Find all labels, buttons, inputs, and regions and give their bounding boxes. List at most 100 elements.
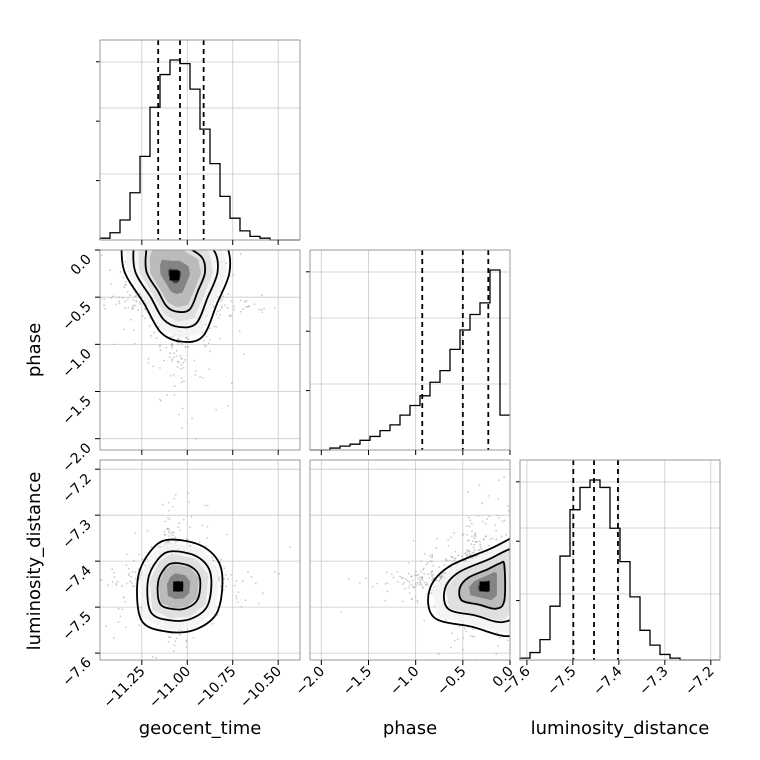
- scatter-point: [454, 550, 457, 553]
- scatter-point: [253, 303, 256, 305]
- scatter-point: [441, 575, 444, 577]
- scatter-point: [447, 538, 450, 541]
- scatter-point: [139, 301, 141, 304]
- histogram-phase: [306, 249, 511, 451]
- scatter-point: [392, 576, 395, 579]
- scatter-point: [146, 558, 149, 561]
- scatter-point: [220, 300, 222, 303]
- scatter-point: [260, 294, 263, 297]
- scatter-point: [124, 260, 127, 263]
- scatter-point: [106, 584, 109, 587]
- scatter-point: [144, 307, 146, 310]
- scatter-point: [230, 315, 233, 317]
- scatter-point: [426, 584, 429, 586]
- scatter-point: [212, 559, 215, 562]
- scatter-point: [170, 336, 173, 339]
- scatter-point: [469, 634, 472, 637]
- scatter-point: [417, 577, 420, 580]
- scatter-point: [234, 584, 236, 587]
- scatter-point: [170, 343, 173, 346]
- scatter-point: [371, 585, 374, 588]
- scatter-point: [240, 606, 243, 608]
- scatter-point: [125, 283, 128, 286]
- scatter-point: [431, 575, 433, 577]
- scatter-point: [184, 359, 186, 361]
- scatter-point: [171, 358, 174, 361]
- scatter-point: [180, 629, 183, 632]
- scatter-panel-luminosity_distance-vs-phase: [309, 459, 511, 661]
- scatter-point: [414, 596, 417, 598]
- scatter-point: [494, 524, 497, 526]
- scatter-point: [421, 576, 423, 578]
- scatter-point: [191, 417, 194, 420]
- scatter-point: [141, 558, 144, 561]
- scatter-point: [432, 573, 435, 576]
- scatter-point: [134, 342, 136, 345]
- scatter-point: [498, 479, 500, 481]
- scatter-point: [431, 560, 433, 563]
- scatter-point: [137, 568, 140, 571]
- scatter-point: [110, 283, 112, 285]
- scatter-point: [262, 592, 264, 595]
- scatter-point: [211, 622, 214, 625]
- scatter-point: [462, 533, 465, 536]
- scatter-point: [159, 349, 162, 351]
- scatter-point: [244, 599, 247, 602]
- scatter-point: [152, 656, 154, 658]
- scatter-point: [182, 367, 185, 369]
- scatter-point: [218, 578, 221, 580]
- scatter-point: [289, 546, 291, 548]
- density-peak: [173, 581, 184, 592]
- contour-line: [132, 250, 219, 329]
- scatter-point: [451, 560, 453, 562]
- scatter-point: [138, 553, 140, 556]
- scatter-point: [486, 518, 488, 520]
- scatter-point: [461, 534, 464, 536]
- scatter-point: [237, 591, 240, 594]
- x-ticks-geocent_time: [141, 450, 279, 455]
- scatter-point: [226, 533, 229, 536]
- scatter-point: [174, 385, 176, 387]
- scatter-point: [468, 552, 471, 555]
- scatter-point: [167, 540, 170, 543]
- scatter-point: [429, 560, 432, 563]
- scatter-point: [187, 346, 190, 348]
- density-peak: [169, 270, 180, 281]
- scatter-point: [230, 300, 233, 302]
- x-axis-label-geocent-time: geocent_time: [139, 718, 262, 739]
- histogram-step: [519, 479, 720, 661]
- scatter-point: [215, 326, 218, 328]
- scatter-point: [477, 549, 480, 552]
- scatter-point: [453, 639, 456, 642]
- scatter-point: [208, 339, 211, 341]
- scatter-point: [412, 539, 415, 542]
- scatter-point: [233, 308, 236, 311]
- scatter-point: [431, 577, 434, 580]
- scatter-point: [235, 597, 238, 600]
- scatter-point: [450, 555, 452, 558]
- scatter-point: [167, 641, 170, 643]
- scatter-point: [167, 527, 170, 530]
- scatter-point: [471, 551, 474, 554]
- scatter-point: [453, 531, 456, 534]
- scatter-point: [466, 533, 468, 536]
- scatter-point: [414, 582, 417, 585]
- scatter-point: [168, 356, 171, 359]
- scatter-point: [496, 645, 499, 647]
- scatter-point: [125, 564, 128, 567]
- scatter-point: [124, 300, 126, 303]
- panel-frame: [99, 459, 301, 661]
- scatter-point: [178, 522, 181, 525]
- scatter-point: [201, 331, 204, 333]
- scatter-point: [500, 535, 503, 538]
- scatter-point: [417, 573, 419, 576]
- scatter-point: [465, 525, 468, 527]
- scatter-point: [118, 302, 121, 305]
- scatter-point: [473, 549, 476, 552]
- scatter-point: [467, 549, 470, 552]
- scatter-point: [258, 602, 260, 605]
- scatter-point: [117, 621, 120, 623]
- scatter-point: [425, 563, 428, 566]
- scatter-point: [233, 305, 236, 308]
- scatter-point: [225, 262, 228, 264]
